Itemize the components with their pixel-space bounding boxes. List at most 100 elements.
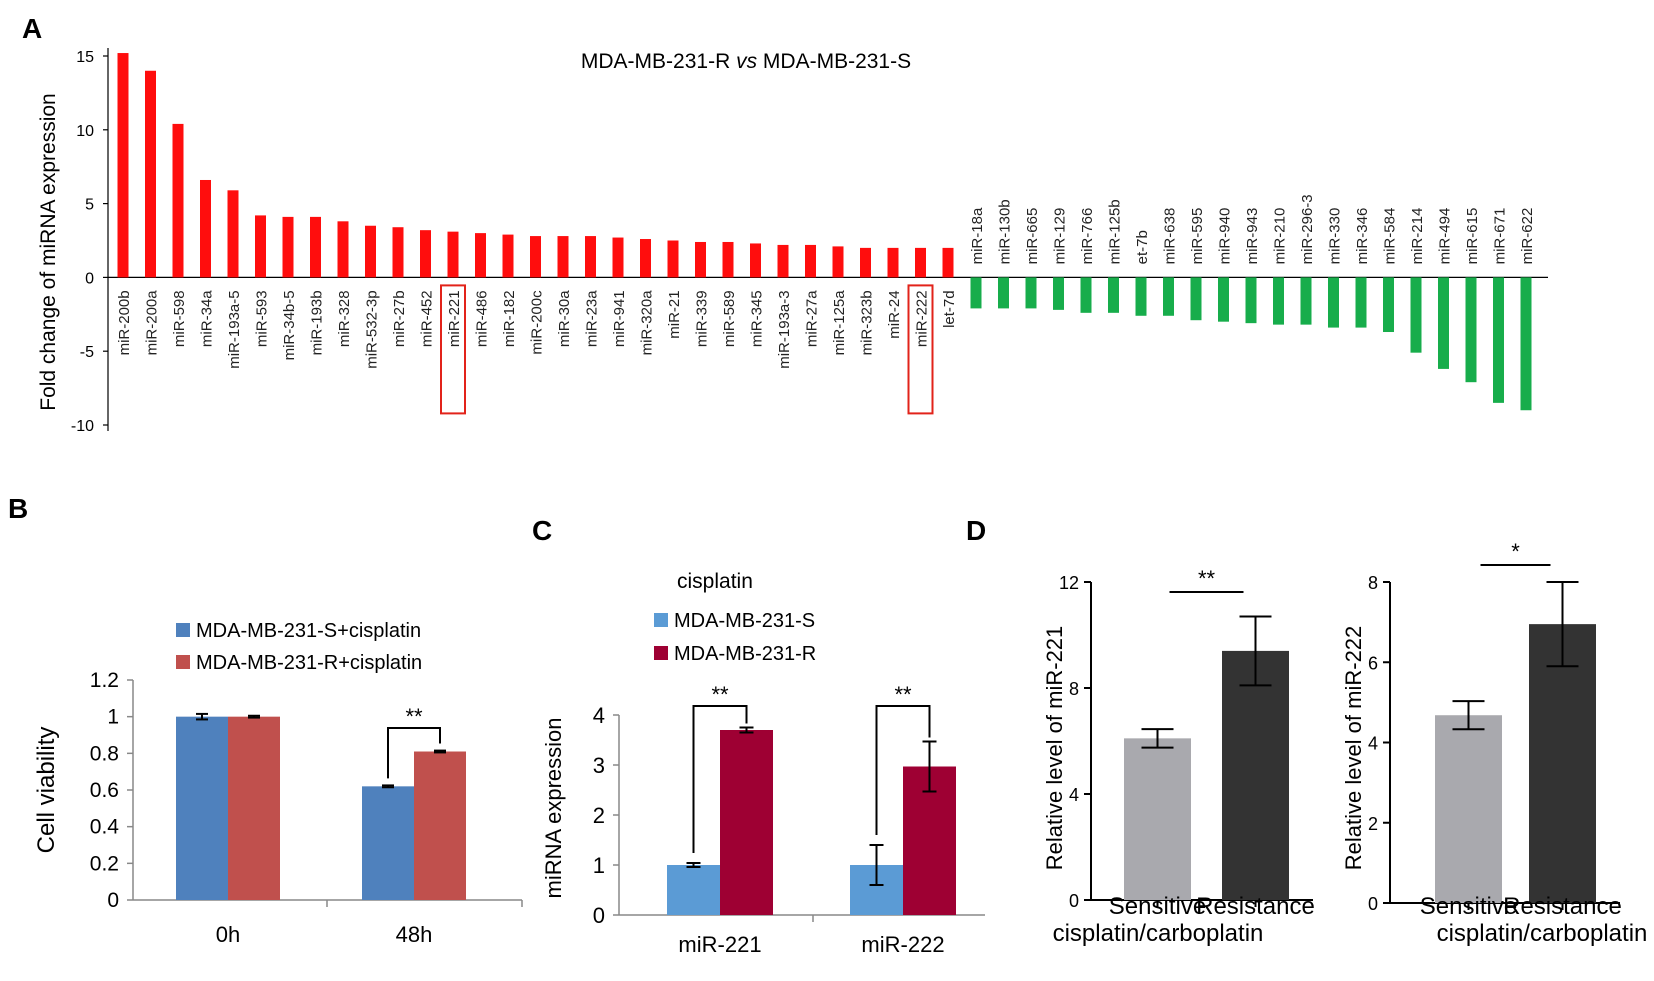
panel-a-bar-label-down: miR-638 (1162, 208, 1179, 265)
panel-a-bar-down (1383, 277, 1394, 333)
panel-a-bar-down (1328, 277, 1339, 328)
panel-a-bar-up (475, 233, 486, 278)
panel-a-bar-up (420, 230, 431, 278)
panel-d2-bar-0 (1435, 715, 1502, 903)
panel-b-y-tick-label: 0.8 (90, 742, 119, 765)
panel-label-b: B (8, 493, 28, 524)
panel-a-bar-label-up: miR-24 (886, 290, 903, 338)
panel-d2-y-tick-label: 0 (1368, 894, 1378, 914)
panel-a-bar-down (998, 277, 1009, 309)
panel-a-bar-down (970, 277, 982, 309)
panel-a-bar-up (145, 70, 156, 278)
panel-b-bar-48h-0 (362, 786, 414, 900)
panel-a-bar-down (1053, 277, 1064, 310)
panel-a-bar-up (557, 236, 569, 278)
panel-d2-y-axis-label: Relative level of miR-222 (1341, 626, 1366, 871)
panel-a-bar-label-down: et-7b (1134, 230, 1151, 264)
panel-a-bars (117, 53, 1532, 411)
panel-d1-bar-1 (1222, 650, 1289, 900)
panel-a-bar-label-up: miR-27b (391, 290, 408, 347)
legend-label-mda-s: MDA-MB-231-S (674, 610, 815, 632)
panel-a-title: MDA-MB-231-R vs MDA-MB-231-S (581, 50, 911, 73)
panel-a-bar-label-up: miR-323b (859, 290, 876, 355)
panel-a-bar-label-up: miR-200b (116, 290, 133, 355)
panel-a-y-tick-label: 15 (76, 49, 94, 66)
panel-a-bar-up (695, 241, 706, 278)
panel-a-bar-up (722, 241, 734, 278)
panel-a-bar-down (1355, 277, 1367, 328)
panel-d1-x-tick-label: Sensitive (1109, 893, 1206, 920)
panel-a-bar-up (860, 247, 871, 278)
panel-a-bar-down (1273, 277, 1284, 325)
panel-d2-x-tick-label: Resistance (1503, 893, 1622, 920)
panel-b-bar-48h-1 (414, 751, 466, 900)
panel-a-bar-label-up: miR-182 (501, 290, 518, 347)
panel-b-y-tick-label: 0.4 (90, 816, 120, 839)
panel-a-bar-labels: miR-200b miR-200a miR-598 miR-34a miR-193a-5… (116, 194, 1536, 415)
panel-a-bar-up (447, 231, 459, 278)
panel-a-bar-label-up: miR-221 (446, 290, 463, 347)
panel-a-bar-label-up: miR-339 (694, 290, 711, 347)
panel-a-bar-label-down: miR-346 (1354, 208, 1371, 265)
panel-a-bar-up (392, 227, 404, 278)
legend-swatch-s-cisplatin (176, 623, 190, 637)
panel-b-y-tick-label: 1 (107, 706, 119, 729)
panel-c-significance-bracket (692, 705, 748, 853)
panel-d1-significance-label: ** (1198, 566, 1216, 591)
panel-b: B MDA-MB-231-S+cisplatin MDA-MB-231-R+ci… (8, 493, 523, 947)
panel-c-y-tick-label: 0 (593, 903, 605, 928)
panel-a-bar-label-up: miR-23a (584, 290, 601, 347)
legend-label-r-cisplatin: MDA-MB-231-R+cisplatin (196, 652, 422, 674)
panel-a-y-tick-label: -5 (80, 344, 94, 361)
panel-a-bar-up (942, 247, 954, 278)
panel-a-bar-label-down: miR-125b (1107, 199, 1124, 264)
panel-d1-x-axis-label: cisplatin/carboplatin (1053, 920, 1264, 947)
panel-a-bar-up (750, 243, 761, 278)
panel-a-bar-down (1245, 277, 1257, 324)
panel-a-bar-label-down: miR-940 (1217, 208, 1234, 265)
panel-a-bar-up (282, 216, 294, 278)
panel-a-bar-down (1025, 277, 1037, 309)
panel-a-bar-up (117, 53, 129, 278)
panel-a-bar-label-down: miR-330 (1327, 208, 1344, 265)
panel-a-bar-label-up: let-7d (941, 290, 958, 328)
panel-a-bar-down (1190, 277, 1202, 321)
panel-b-bar-0h-0 (176, 716, 228, 900)
panel-a-bar-up (887, 247, 899, 278)
panel-a-bar-up (337, 221, 349, 278)
legend-label-mda-r: MDA-MB-231-R (674, 643, 816, 665)
panel-c-significance-label: ** (894, 682, 912, 707)
panel-a-bar-label-up: miR-193b (309, 290, 326, 355)
panel-a-bar-up (200, 179, 211, 278)
panel-a-bar-down (1163, 277, 1174, 316)
panel-a-bar-label-up: miR-193a-3 (776, 290, 793, 368)
panel-a-bar-down (1218, 277, 1229, 322)
panel-a-y-tick-label: 5 (85, 197, 94, 214)
panel-a-bar-label-up: miR-320a (639, 290, 656, 356)
panel-c: C cisplatin MDA-MB-231-S MDA-MB-231-R mi… (532, 515, 985, 957)
panel-a-bar-label-up: miR-200a (144, 290, 161, 356)
panel-a-bar-label-up: miR-27a (804, 290, 821, 347)
panel-a-bar-label-down: miR-671 (1492, 208, 1509, 265)
panel-a-bar-label-up: miR-328 (336, 290, 353, 347)
panel-a-bar-label-down: miR-665 (1024, 208, 1041, 265)
panel-a-bar-label-up: miR-486 (474, 290, 491, 347)
panel-a-bar-up (915, 247, 926, 278)
panel-a-y-axis-label: Fold change of miRNA expression (37, 93, 60, 411)
panel-a-bar-up (777, 244, 789, 278)
panel-d2-significance-label: * (1511, 539, 1520, 564)
panel-a-bar-label-up: miR-941 (611, 290, 628, 347)
panel-c-bar-miR-221-1 (720, 730, 773, 915)
panel-a-bar-label-down: miR-214 (1409, 208, 1426, 265)
panel-a-bar-up (667, 240, 679, 278)
panel-a-bar-up (502, 234, 514, 278)
panel-a-bar-label-up: miR-125a (831, 290, 848, 356)
panel-a-bar-up (805, 244, 816, 278)
panel-d1-bar-0 (1124, 738, 1191, 900)
panel-b-y-tick-label: 1.2 (90, 669, 119, 692)
panel-c-x-tick-label: miR-222 (861, 932, 944, 957)
panel-b-y-tick-label: 0 (107, 889, 119, 912)
panel-d2-x-axis-label: cisplatin/carboplatin (1437, 920, 1648, 947)
panel-b-x-tick-label: 48h (396, 922, 433, 947)
